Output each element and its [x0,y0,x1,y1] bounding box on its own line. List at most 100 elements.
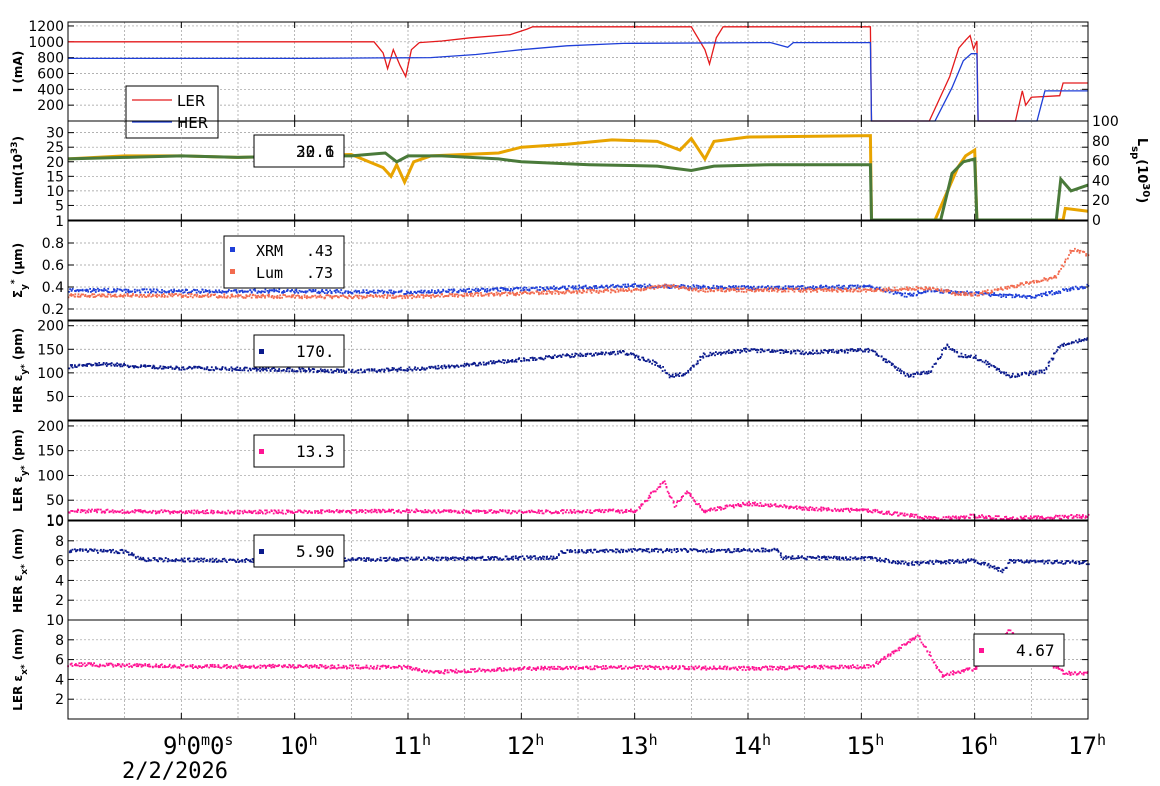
data-point [70,551,72,553]
data-point [799,286,801,288]
data-point [187,296,189,298]
data-point [970,355,972,357]
data-point [124,295,126,297]
data-point [618,286,620,288]
data-point [595,549,597,551]
data-point [304,296,306,298]
data-point [576,353,578,355]
data-point [619,512,621,514]
data-point [666,287,668,289]
data-point [516,293,518,295]
data-point [493,360,495,362]
data-point [140,364,142,366]
data-point [306,291,308,293]
data-point [150,296,152,298]
data-point [591,292,593,294]
data-point [311,512,313,514]
data-point [1025,515,1027,517]
data-point [338,290,340,292]
data-point [902,293,904,295]
data-point [697,362,699,364]
data-point [753,549,755,551]
data-point [313,368,315,370]
data-point [1042,517,1044,519]
data-point [456,293,458,295]
data-point [1057,349,1059,351]
data-point [1033,280,1035,282]
data-point [945,516,947,518]
data-point [362,372,364,374]
data-point [1079,340,1081,342]
data-point [115,294,117,296]
data-point [209,561,211,563]
data-point [847,352,849,354]
data-point [713,549,715,551]
data-point [929,287,931,289]
data-point [743,287,745,289]
data-point [515,557,517,559]
data-point [87,511,89,513]
data-point [259,296,261,298]
data-point [660,367,662,369]
data-point [539,556,541,558]
data-point [666,372,668,374]
data-point [1041,295,1043,297]
data-point [1027,295,1029,297]
data-point [341,371,343,373]
data-point [964,294,966,296]
data-point [76,366,78,368]
data-point [509,558,511,560]
data-point [1074,248,1076,250]
data-point [723,351,725,353]
data-point [828,509,830,511]
data-point [537,557,539,559]
data-point [800,289,802,291]
data-point [265,513,267,515]
data-point [95,295,97,297]
data-point [351,512,353,514]
data-point [901,513,903,515]
data-point [335,370,337,372]
data-point [779,349,781,351]
data-point [735,351,737,353]
data-point [110,365,112,367]
data-point [733,285,735,287]
data-point [330,369,332,371]
data-point [643,288,645,290]
data-point [387,294,389,296]
data-point [543,513,545,515]
data-point [888,287,890,289]
data-point [359,292,361,294]
data-point [534,357,536,359]
data-point [673,284,675,286]
data-point [1039,281,1041,283]
data-point [404,297,406,299]
data-point [671,497,673,499]
data-point [862,351,864,353]
data-point [620,549,622,551]
data-point [411,297,413,299]
data-point [93,288,95,290]
data-point [373,290,375,292]
data-point [575,552,577,554]
data-point [1008,375,1010,377]
data-point [86,365,88,367]
data-point [167,296,169,298]
data-point [959,517,961,519]
data-point [733,507,735,509]
data-point [603,511,605,513]
data-point [1064,261,1066,263]
data-point [240,290,242,292]
data-point [994,366,996,368]
data-point [609,510,611,512]
data-point [878,355,880,357]
data-point [268,296,270,298]
data-point [327,369,329,371]
data-point [235,561,237,563]
data-point [713,508,715,510]
data-point [75,290,77,292]
data-point [235,295,237,297]
data-point [375,292,377,294]
data-point [735,285,737,287]
data-point [314,295,316,297]
